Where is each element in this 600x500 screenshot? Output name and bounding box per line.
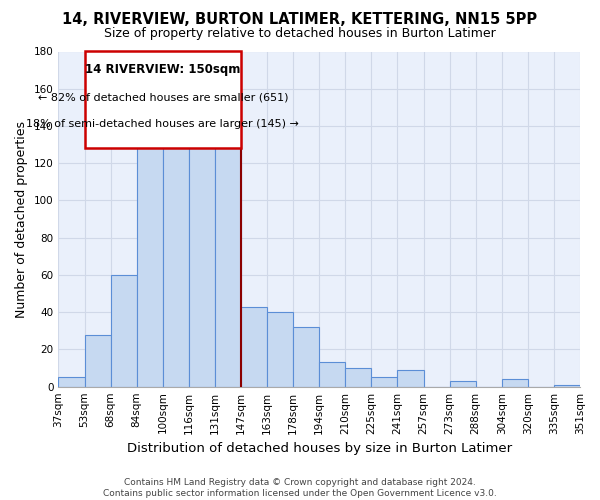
Text: 14 RIVERVIEW: 150sqm: 14 RIVERVIEW: 150sqm — [85, 62, 241, 76]
Text: ← 82% of detached houses are smaller (651): ← 82% of detached houses are smaller (65… — [37, 92, 288, 102]
Bar — [85, 334, 110, 386]
Text: Contains HM Land Registry data © Crown copyright and database right 2024.
Contai: Contains HM Land Registry data © Crown c… — [103, 478, 497, 498]
Bar — [449, 381, 476, 386]
FancyBboxPatch shape — [85, 52, 241, 148]
Bar — [502, 379, 528, 386]
Bar — [554, 385, 580, 386]
X-axis label: Distribution of detached houses by size in Burton Latimer: Distribution of detached houses by size … — [127, 442, 512, 455]
Text: Size of property relative to detached houses in Burton Latimer: Size of property relative to detached ho… — [104, 28, 496, 40]
Bar — [137, 132, 163, 386]
Bar — [397, 370, 424, 386]
Bar — [110, 275, 137, 386]
Bar — [241, 306, 267, 386]
Bar — [215, 144, 241, 386]
Bar — [293, 327, 319, 386]
Bar — [371, 378, 397, 386]
Y-axis label: Number of detached properties: Number of detached properties — [15, 120, 28, 318]
Bar — [163, 128, 189, 386]
Bar — [58, 378, 85, 386]
Bar — [267, 312, 293, 386]
Bar — [345, 368, 371, 386]
Bar — [319, 362, 345, 386]
Text: 18% of semi-detached houses are larger (145) →: 18% of semi-detached houses are larger (… — [26, 118, 299, 128]
Bar — [189, 116, 215, 386]
Text: 14, RIVERVIEW, BURTON LATIMER, KETTERING, NN15 5PP: 14, RIVERVIEW, BURTON LATIMER, KETTERING… — [62, 12, 538, 28]
